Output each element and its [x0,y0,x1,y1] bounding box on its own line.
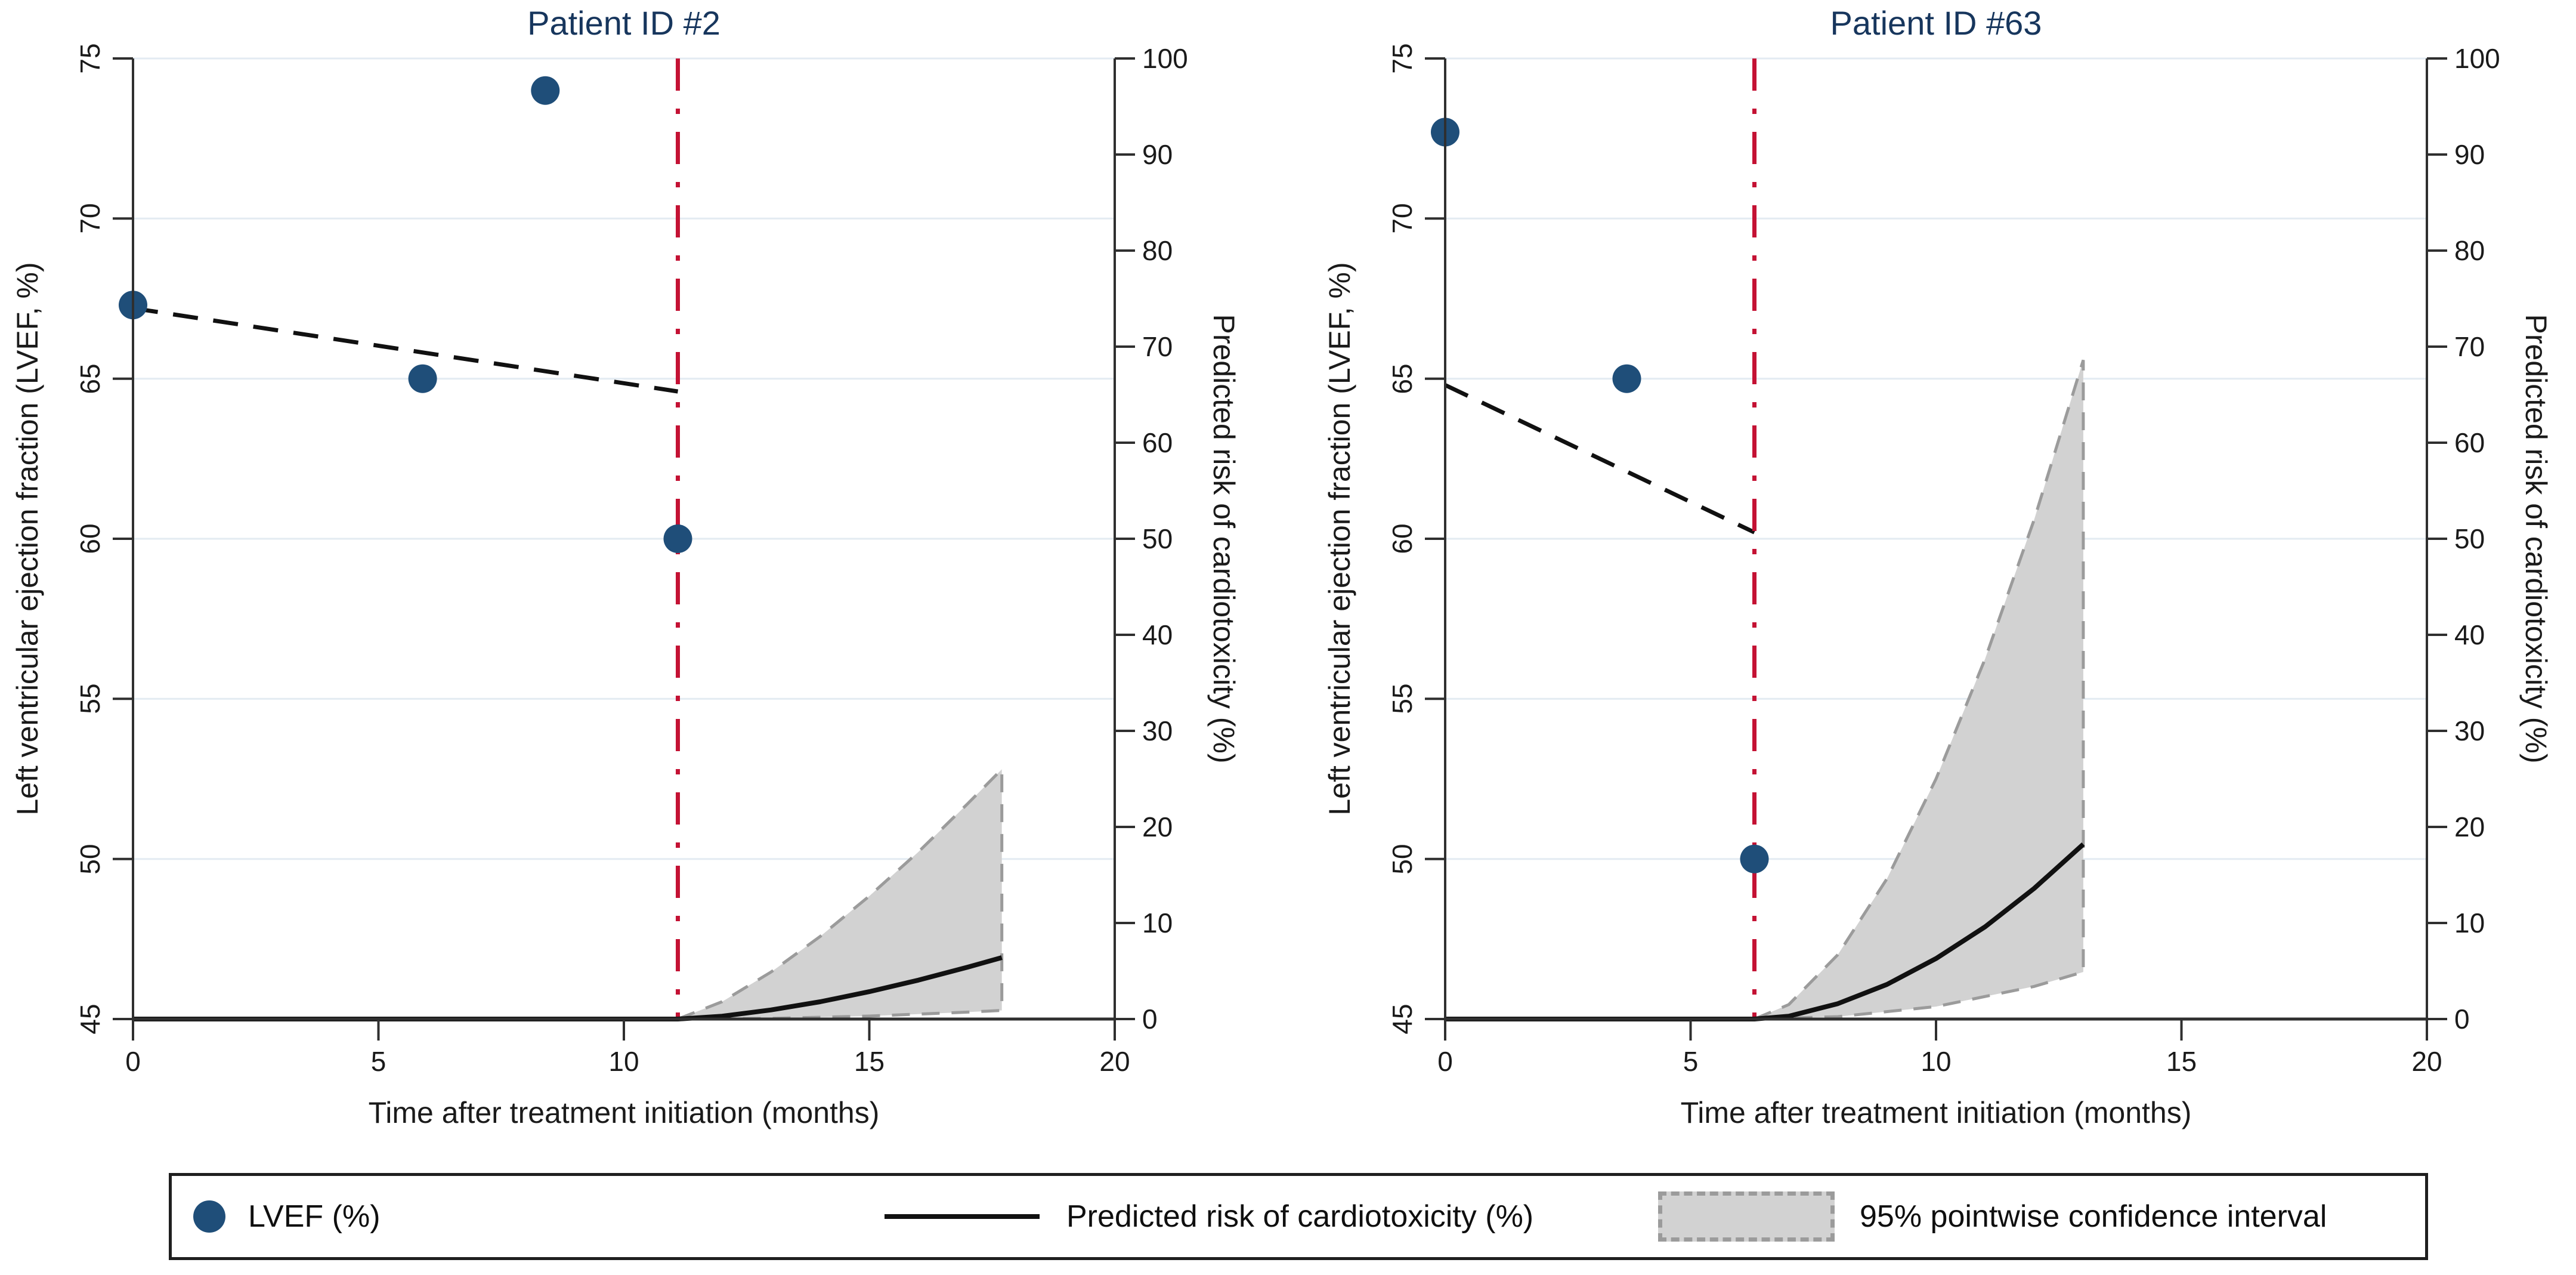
right-y-tick-label: 70 [1142,331,1173,362]
risk-line-swatch [885,1214,1040,1219]
plot-area: 0 5 10 15 20 45 50 55 60 65 70 75 0 10 20 30 40 50 60 70 80 9… [1387,43,2500,1077]
lvef-point [531,76,560,105]
right-y-tick-label: 10 [1142,907,1173,939]
right-y-tick-label: 40 [2454,619,2485,650]
x-tick-label: 20 [1099,1046,1130,1077]
left-y-axis-title: Left ventricular ejection fraction (LVEF… [1323,262,1356,816]
left-y-tick-label: 65 [1387,363,1418,394]
right-y-axis-title: Predicted risk of cardiotoxicity (%) [2519,314,2553,764]
plot-title: Patient ID #2 [527,4,720,42]
x-tick-label: 10 [608,1046,639,1077]
right-y-tick-label: 50 [1142,523,1173,554]
x-tick-label: 15 [2166,1046,2197,1077]
right-y-tick-label: 90 [1142,139,1173,170]
right-y-tick-label: 20 [2454,811,2485,842]
left-y-tick-label: 65 [75,363,106,394]
lvef-trend-line [132,306,679,394]
plot-title: Patient ID #63 [1830,4,2042,42]
right-y-tick-label: 80 [2454,235,2485,266]
confidence-band [677,765,1004,1021]
left-y-tick-label: 55 [1387,683,1418,714]
right-y-tick-label: 20 [1142,811,1173,842]
plot-canvas [113,57,1135,1041]
confidence-band [1754,359,2085,1021]
ci-swatch [1658,1191,1835,1242]
x-tick-label: 5 [1683,1046,1699,1077]
right-y-axis-title: Predicted risk of cardiotoxicity (%) [1207,314,1241,764]
left-y-tick-label: 60 [75,523,106,554]
legend-label-lvef: LVEF (%) [248,1199,381,1234]
left-y-tick-label: 75 [1387,43,1418,74]
right-y-tick-label: 80 [1142,235,1173,266]
right-y-tick-label: 50 [2454,523,2485,554]
x-tick-label: 0 [125,1046,141,1077]
left-y-tick-label: 55 [75,683,106,714]
left-y-tick-label: 50 [1387,844,1418,875]
legend-label-ci: 95% pointwise confidence interval [1860,1199,2327,1234]
lvef-point [1612,364,1641,393]
plot-area: 0 5 10 15 20 45 50 55 60 65 70 75 0 10 20 30 40 50 60 70 80 9… [75,43,1188,1077]
x-tick-label: 10 [1921,1046,1952,1077]
legend: LVEF (%) Predicted risk of cardiotoxicit… [169,1173,2428,1260]
left-y-axis-title: Left ventricular ejection fraction (LVEF… [11,262,44,816]
left-y-tick-label: 70 [75,203,106,234]
right-y-tick-label: 0 [1142,1004,1158,1035]
right-y-tick-label: 30 [2454,715,2485,746]
right-y-tick-label: 10 [2454,907,2485,939]
right-y-tick-label: 90 [2454,139,2485,170]
right-y-tick-label: 70 [2454,331,2485,362]
left-y-tick-label: 50 [75,844,106,875]
left-y-tick-label: 75 [75,43,106,74]
patient-2-panel: Patient ID #2 Left ventricular ejection … [0,0,1312,1157]
right-y-tick-label: 60 [1142,427,1173,458]
left-y-tick-label: 60 [1387,523,1418,554]
right-y-tick-label: 40 [1142,619,1173,650]
legend-label-risk: Predicted risk of cardiotoxicity (%) [1066,1199,1534,1234]
left-y-tick-label: 70 [1387,203,1418,234]
lvef-trend-line [1444,383,1755,535]
right-y-tick-label: 30 [1142,715,1173,746]
x-axis-title: Time after treatment initiation (months) [368,1096,880,1129]
right-y-tick-label: 100 [1142,43,1188,74]
right-y-tick-label: 100 [2454,43,2500,74]
x-tick-label: 5 [370,1046,386,1077]
lvef-point [1740,844,1769,873]
plot-canvas [1425,57,2447,1041]
x-tick-label: 15 [853,1046,885,1077]
left-y-tick-label: 45 [75,1004,106,1035]
left-y-tick-label: 45 [1387,1004,1418,1035]
patient-63-panel: Patient ID #63 Left ventricular ejection… [1312,0,2576,1157]
x-tick-label: 0 [1437,1046,1453,1077]
right-y-tick-label: 60 [2454,427,2485,458]
right-y-tick-label: 0 [2454,1004,2470,1035]
lvef-marker-swatch [193,1200,225,1233]
lvef-point [663,524,692,553]
x-tick-label: 20 [2411,1046,2442,1077]
lvef-point [408,364,437,393]
x-axis-title: Time after treatment initiation (months) [1680,1096,2192,1129]
